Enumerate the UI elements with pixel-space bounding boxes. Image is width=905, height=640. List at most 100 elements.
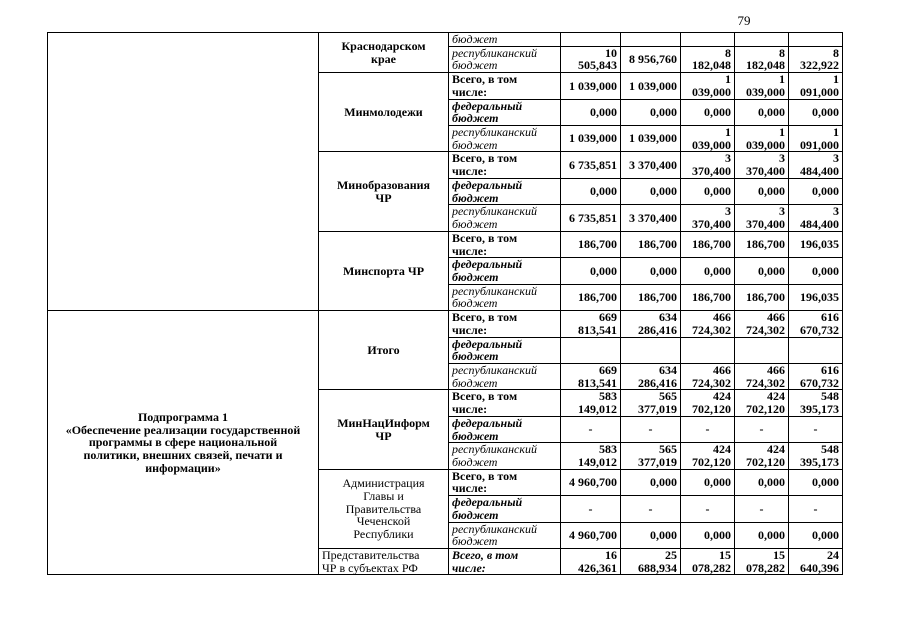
value-cell: 1 039,000 bbox=[560, 125, 621, 153]
value-cell: 1 039,000 bbox=[680, 125, 735, 153]
value-cell: 0,000 bbox=[788, 177, 843, 206]
budget-type-label: республиканский бюджет bbox=[448, 362, 561, 391]
value-cell: 8 182,048 bbox=[680, 45, 735, 74]
value-cell: 186,700 bbox=[680, 283, 735, 312]
value-cell: 10 505,843 bbox=[560, 45, 621, 74]
program-cell: Подпрограмма 1 «Обеспечение реализации г… bbox=[47, 310, 319, 576]
value-cell bbox=[734, 336, 789, 364]
entity-cell: Минмолодежи bbox=[318, 72, 449, 153]
value-cell: 0,000 bbox=[560, 98, 621, 127]
value-cell: 1 091,000 bbox=[788, 125, 843, 153]
entity-cell: Итого bbox=[318, 310, 449, 391]
value-cell: 0,000 bbox=[788, 257, 843, 285]
budget-type-label: Всего, в том числе: bbox=[448, 230, 561, 259]
table-row: республиканский бюджет 1 039,000 1 039,000… bbox=[48, 125, 843, 153]
value-cell: - bbox=[620, 415, 681, 444]
value-cell: 548 395,173 bbox=[788, 389, 843, 417]
value-cell: 565 377,019 bbox=[620, 389, 681, 417]
budget-type-label: Всего, в том числе: bbox=[448, 548, 561, 576]
value-cell bbox=[734, 32, 789, 47]
table-row: федеральный бюджет - - - - - bbox=[48, 495, 843, 523]
entity-cell: Минобразования ЧР bbox=[318, 151, 449, 232]
table-row: федеральный бюджет 0,000 0,000 0,000 0,000 0,… bbox=[48, 98, 843, 127]
value-cell: 0,000 bbox=[560, 177, 621, 206]
value-cell: - bbox=[560, 415, 621, 444]
value-cell: 1 039,000 bbox=[680, 72, 735, 100]
value-cell: 1 039,000 bbox=[620, 72, 681, 100]
value-cell: 0,000 bbox=[680, 98, 735, 127]
table-row: Администрация Главы и Правительства Чече… bbox=[48, 468, 843, 550]
budget-type-label: республиканский бюджет bbox=[448, 125, 561, 153]
budget-type-label: Всего, в том числе: bbox=[448, 310, 561, 338]
table-row: федеральный бюджет bbox=[48, 336, 843, 364]
value-cell: 0,000 bbox=[620, 468, 681, 497]
entity-cell: Администрация Главы и Правительства Чече… bbox=[318, 468, 449, 550]
value-cell: 196,035 bbox=[788, 283, 843, 312]
entity-cell: МинНацИнформ ЧР bbox=[318, 389, 449, 470]
value-cell: 669 813,541 bbox=[560, 310, 621, 338]
table-row: республиканский бюджет 6 735,851 3 370,400… bbox=[48, 204, 843, 232]
value-cell: 634 286,416 bbox=[620, 310, 681, 338]
value-cell: - bbox=[620, 495, 681, 523]
value-cell: 466 724,302 bbox=[680, 362, 735, 391]
value-cell: 15 078,282 bbox=[680, 548, 735, 576]
budget-type-label: федеральный бюджет bbox=[448, 177, 561, 206]
value-cell: 0,000 bbox=[680, 521, 735, 550]
value-cell bbox=[560, 32, 621, 47]
table-row: Минобразования ЧР Всего, в том числе: 6 73… bbox=[48, 151, 843, 232]
value-cell: 186,700 bbox=[560, 283, 621, 312]
value-cell: 0,000 bbox=[680, 468, 735, 497]
value-cell: 466 724,302 bbox=[734, 362, 789, 391]
budget-type-label: федеральный бюджет bbox=[448, 98, 561, 127]
value-cell: 15 078,282 bbox=[734, 548, 789, 576]
value-cell: 186,700 bbox=[680, 230, 735, 259]
value-cell: 8 182,048 bbox=[734, 45, 789, 74]
value-cell: 583 149,012 bbox=[560, 389, 621, 417]
table-row: республиканский бюджет 10 505,843 8 956,76… bbox=[48, 45, 843, 74]
value-cell: - bbox=[560, 495, 621, 523]
value-cell: 1 039,000 bbox=[734, 72, 789, 100]
value-cell: - bbox=[680, 495, 735, 523]
budget-type-label: Всего, в том числе: bbox=[448, 72, 561, 100]
budget-type-label: республиканский бюджет bbox=[448, 442, 561, 470]
value-cell: 466 724,302 bbox=[680, 310, 735, 338]
value-cell: 24 640,396 bbox=[788, 548, 843, 576]
value-cell: 424 702,120 bbox=[734, 442, 789, 470]
value-cell: - bbox=[734, 415, 789, 444]
value-cell bbox=[560, 336, 621, 364]
table-row: федеральный бюджет 0,000 0,000 0,000 0,000 0,… bbox=[48, 257, 843, 285]
value-cell: 1 039,000 bbox=[620, 125, 681, 153]
value-cell: 3 370,400 bbox=[680, 204, 735, 232]
table-row: МинНацИнформ ЧР Всего, в том числе: 583 14… bbox=[48, 389, 843, 470]
value-cell: 0,000 bbox=[620, 257, 681, 285]
value-cell: 196,035 bbox=[788, 230, 843, 259]
value-cell: 0,000 bbox=[680, 257, 735, 285]
value-cell: 3 370,400 bbox=[734, 204, 789, 232]
budget-type-label: республиканский бюджет bbox=[448, 204, 561, 232]
budget-table-body: Краснодарском крае бюджет республиканский … bbox=[47, 31, 843, 576]
value-cell: 1 039,000 bbox=[734, 125, 789, 153]
value-cell: 424 702,120 bbox=[680, 389, 735, 417]
table-row: Краснодарском крае бюджет bbox=[47, 31, 843, 312]
value-cell: 186,700 bbox=[620, 230, 681, 259]
budget-type-label: федеральный бюджет bbox=[448, 415, 561, 444]
value-cell bbox=[620, 336, 681, 364]
value-cell: 424 702,120 bbox=[680, 442, 735, 470]
value-cell: 0,000 bbox=[788, 98, 843, 127]
value-cell: 0,000 bbox=[734, 521, 789, 550]
value-cell: 0,000 bbox=[734, 177, 789, 206]
value-cell: 8 956,760 bbox=[620, 45, 681, 74]
value-cell: 25 688,934 bbox=[620, 548, 681, 576]
value-cell: 616 670,732 bbox=[788, 310, 843, 338]
value-cell: 3 484,400 bbox=[788, 204, 843, 232]
value-cell: - bbox=[734, 495, 789, 523]
table-row: Минспорта ЧР Всего, в том числе: 186,700 18… bbox=[48, 230, 843, 312]
value-cell: 0,000 bbox=[620, 177, 681, 206]
value-cell: 424 702,120 bbox=[734, 389, 789, 417]
entity-cell: Краснодарском крае bbox=[318, 31, 449, 74]
budget-type-label: республиканский бюджет bbox=[448, 521, 561, 550]
budget-type-label: бюджет bbox=[448, 32, 561, 47]
value-cell: 0,000 bbox=[788, 468, 843, 497]
budget-type-label: Всего, в том числе: bbox=[448, 389, 561, 417]
budget-table: Краснодарском крае бюджет республиканский … bbox=[47, 31, 843, 576]
